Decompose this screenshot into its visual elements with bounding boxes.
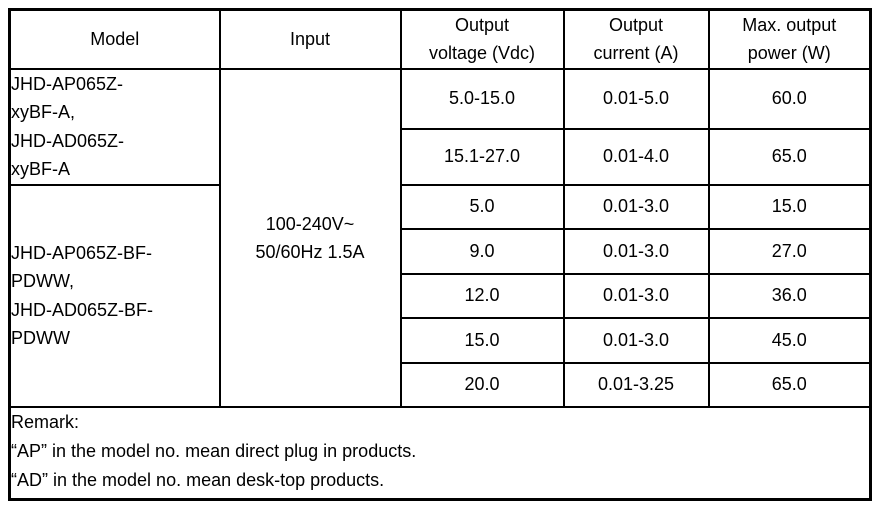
voltage-cell: 20.0 bbox=[399, 361, 565, 408]
power-cell: 65.0 bbox=[707, 361, 872, 408]
voltage-cell: 12.0 bbox=[399, 272, 565, 319]
header-input: Input bbox=[218, 8, 402, 70]
voltage-cell: 15.1-27.0 bbox=[399, 128, 565, 186]
table-row: 15.0 0.01-3.0 45.0 bbox=[10, 316, 872, 364]
current-cell: 0.01-3.0 bbox=[562, 272, 710, 319]
header-output-voltage: Output voltage (Vdc) bbox=[399, 8, 565, 70]
header-model: Model bbox=[8, 8, 221, 70]
table-row: JHD-AP065Z- xyBF-A, JHD-AD065Z- xyBF-A 1… bbox=[8, 67, 872, 408]
input-cell: 100-240V~ 50/60Hz 1.5A bbox=[218, 67, 402, 408]
voltage-cell: 5.0 bbox=[399, 183, 565, 230]
voltage-cell: 9.0 bbox=[399, 227, 565, 275]
current-cell: 0.01-3.0 bbox=[562, 183, 710, 230]
power-spec-table: Model Input Output voltage (Vdc) Output … bbox=[8, 8, 872, 501]
table-row: 9.0 0.01-3.0 27.0 bbox=[10, 227, 872, 275]
remark-row: Remark: “AP” in the model no. mean direc… bbox=[8, 405, 872, 501]
power-cell: 36.0 bbox=[707, 272, 872, 319]
voltage-cell: 5.0-15.0 bbox=[399, 67, 565, 131]
table-row: JHD-AP065Z-BF- PDWW, JHD-AD065Z-BF- PDWW… bbox=[8, 183, 872, 408]
header-row: Model Input Output voltage (Vdc) Output … bbox=[8, 8, 872, 70]
power-cell: 65.0 bbox=[707, 128, 872, 186]
remark-line-ap: “AP” in the model no. mean direct plug i… bbox=[11, 440, 417, 461]
table-row: 20.0 0.01-3.25 65.0 bbox=[10, 361, 872, 408]
model-cell-group-2: JHD-AP065Z-BF- PDWW, JHD-AD065Z-BF- PDWW bbox=[8, 183, 221, 408]
power-cell: 27.0 bbox=[707, 227, 872, 275]
current-cell: 0.01-5.0 bbox=[562, 67, 710, 131]
power-cell: 60.0 bbox=[707, 67, 872, 131]
current-cell: 0.01-3.25 bbox=[562, 361, 710, 408]
current-cell: 0.01-3.0 bbox=[562, 227, 710, 275]
header-output-current: Output current (A) bbox=[562, 8, 710, 70]
remark-line-ad: “AD” in the model no. mean desk-top prod… bbox=[11, 469, 385, 490]
header-max-output-power: Max. output power (W) bbox=[707, 8, 872, 70]
table-row: 15.1-27.0 0.01-4.0 65.0 bbox=[10, 128, 872, 186]
current-cell: 0.01-3.0 bbox=[562, 316, 710, 364]
table-row: 12.0 0.01-3.0 36.0 bbox=[10, 272, 872, 319]
model-cell-group-1: JHD-AP065Z- xyBF-A, JHD-AD065Z- xyBF-A bbox=[8, 67, 221, 186]
remark-title: Remark: bbox=[11, 411, 80, 432]
voltage-cell: 15.0 bbox=[399, 316, 565, 364]
current-cell: 0.01-4.0 bbox=[562, 128, 710, 186]
power-cell: 15.0 bbox=[707, 183, 872, 230]
remark-cell: Remark: “AP” in the model no. mean direc… bbox=[8, 405, 872, 501]
power-cell: 45.0 bbox=[707, 316, 872, 364]
